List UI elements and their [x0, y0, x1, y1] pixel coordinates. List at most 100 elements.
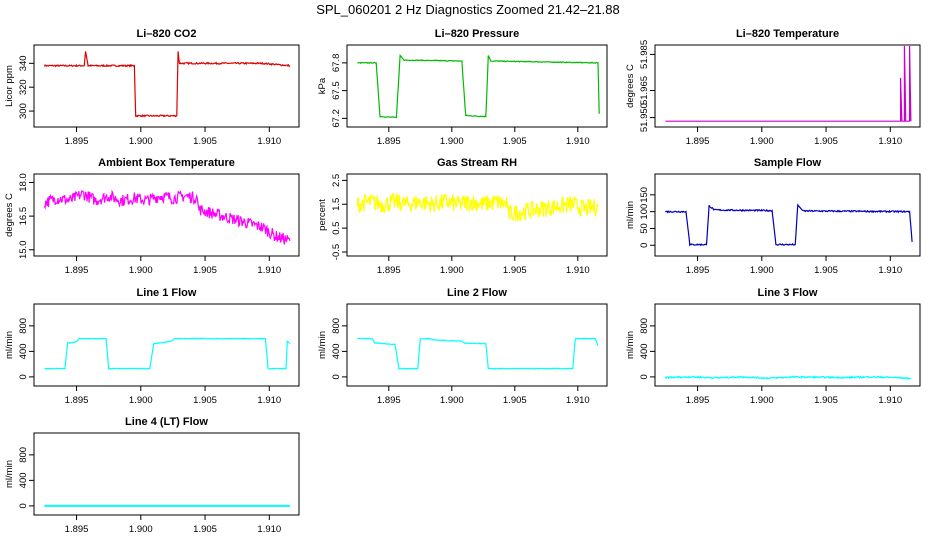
chart-panel-9: Line 3 Flow 1.895 1.900 1.905 1.910 0 400 800ml…	[625, 287, 921, 406]
x-tick-label: 1.900	[440, 265, 464, 276]
x-tick-label: 1.910	[566, 265, 590, 276]
chart-title: Line 3 Flow	[758, 287, 818, 299]
y-tick-label: 0	[331, 374, 342, 379]
x-tick-label: 1.905	[814, 265, 838, 276]
chart-panel-2: Li–820 Pressure 1.895 1.900 1.905 1.910 67.2 6…	[317, 28, 608, 147]
y-tick-label: 51.950	[639, 103, 650, 132]
chart-panel-8: Line 2 Flow 1.895 1.900 1.905 1.910 0 400 800ml…	[317, 287, 608, 406]
y-tick-label: 50	[639, 223, 650, 234]
y-axis-label: ml/min	[625, 331, 636, 359]
y-tick-label: 800	[331, 318, 342, 334]
y-tick-label: 67.5	[331, 81, 342, 100]
y-axis-label: ml/min	[4, 460, 15, 488]
x-tick-label: 1.905	[503, 395, 527, 406]
x-tick-label: 1.905	[503, 136, 527, 147]
y-tick-label: 16.5	[18, 207, 29, 226]
chart-panel-10: Line 4 (LT) Flow 1.895 1.900 1.905 1.910 0 400…	[4, 416, 300, 535]
y-axis-label: ml/min	[625, 201, 636, 229]
x-tick-label: 1.900	[440, 395, 464, 406]
series-line	[665, 203, 913, 247]
series-line	[665, 46, 912, 122]
plot-frame	[33, 432, 300, 516]
x-tick-label: 1.900	[750, 395, 774, 406]
y-tick-label: 100	[639, 204, 650, 220]
x-tick-label: 1.905	[814, 395, 838, 406]
y-tick-label: 800	[639, 318, 650, 334]
chart-title: Ambient Box Temperature	[98, 157, 235, 169]
chart-title: Li–820 Temperature	[736, 28, 839, 40]
plot-frame	[33, 44, 300, 128]
y-tick-label: 400	[18, 343, 29, 359]
y-tick-label: 0	[18, 374, 29, 379]
series-line	[357, 337, 599, 370]
y-tick-label: 1.5	[331, 198, 342, 211]
x-tick-label: 1.900	[440, 136, 464, 147]
x-tick-label: 1.895	[377, 136, 401, 147]
chart-title: Li–820 Pressure	[435, 28, 519, 40]
chart-panel-1: Li–820 CO2 1.895 1.900 1.905 1.910 300 320 340L…	[4, 28, 300, 147]
chart-title: Sample Flow	[754, 157, 822, 169]
chart-title: Li–820 CO2	[137, 28, 197, 40]
x-tick-label: 1.905	[193, 136, 217, 147]
series-line	[356, 192, 599, 222]
x-tick-label: 1.900	[129, 524, 153, 535]
y-axis-label: percent	[317, 199, 328, 231]
x-tick-label: 1.895	[65, 524, 89, 535]
x-tick-label: 1.905	[193, 524, 217, 535]
x-tick-label: 1.910	[257, 265, 281, 276]
y-axis-label: ml/min	[317, 331, 328, 359]
y-tick-label: 800	[18, 447, 29, 463]
y-tick-label: 67.2	[331, 109, 342, 128]
y-tick-label: 51.985	[639, 40, 650, 69]
plot-frame	[346, 173, 608, 257]
x-tick-label: 1.910	[566, 136, 590, 147]
plot-frame	[346, 44, 608, 128]
figure-title: SPL_060201 2 Hz Diagnostics Zoomed 21.42…	[316, 2, 620, 17]
plot-frame	[654, 303, 921, 387]
y-tick-label: 67.8	[331, 54, 342, 73]
y-axis-label: degrees C	[625, 64, 636, 108]
y-tick-label: 150	[639, 187, 650, 203]
series-line	[664, 375, 911, 381]
chart-title: Line 2 Flow	[447, 287, 507, 299]
plot-frame	[33, 303, 300, 387]
y-tick-label: 0.5	[331, 222, 342, 235]
x-tick-label: 1.905	[503, 265, 527, 276]
x-tick-label: 1.900	[129, 265, 153, 276]
x-tick-label: 1.910	[257, 524, 281, 535]
series-line	[43, 51, 291, 118]
plot-frame	[33, 173, 300, 257]
x-tick-label: 1.910	[257, 395, 281, 406]
x-tick-label: 1.905	[814, 136, 838, 147]
y-tick-label: 340	[18, 55, 29, 71]
y-tick-label: 400	[639, 343, 650, 359]
x-tick-label: 1.895	[686, 395, 710, 406]
x-tick-label: 1.910	[566, 395, 590, 406]
chart-title: Line 4 (LT) Flow	[125, 416, 208, 428]
x-tick-label: 1.895	[686, 265, 710, 276]
y-axis-label: Licor ppm	[4, 65, 15, 107]
y-tick-label: 2.5	[331, 174, 342, 187]
x-tick-label: 1.895	[377, 265, 401, 276]
y-tick-label: 300	[18, 103, 29, 119]
x-tick-label: 1.910	[257, 136, 281, 147]
x-tick-label: 1.895	[65, 265, 89, 276]
plot-frame	[654, 44, 921, 128]
x-tick-label: 1.895	[65, 136, 89, 147]
y-axis-label: degrees C	[4, 193, 15, 237]
chart-panel-6: Sample Flow 1.895 1.900 1.905 1.910 0 50 100150…	[625, 157, 921, 276]
series-line	[357, 54, 600, 119]
chart-title: Gas Stream RH	[437, 157, 517, 169]
y-tick-label: 400	[331, 343, 342, 359]
x-tick-label: 1.900	[129, 136, 153, 147]
y-tick-label: -0.5	[331, 244, 342, 260]
chart-panel-5: Gas Stream RH 1.895 1.900 1.905 1.910 -0.5 0.5…	[317, 157, 608, 276]
x-tick-label: 1.895	[686, 136, 710, 147]
x-tick-label: 1.910	[878, 395, 902, 406]
y-tick-label: 0	[18, 503, 29, 508]
series-line	[43, 189, 291, 245]
y-tick-label: 51.965	[639, 76, 650, 105]
x-tick-label: 1.905	[193, 265, 217, 276]
